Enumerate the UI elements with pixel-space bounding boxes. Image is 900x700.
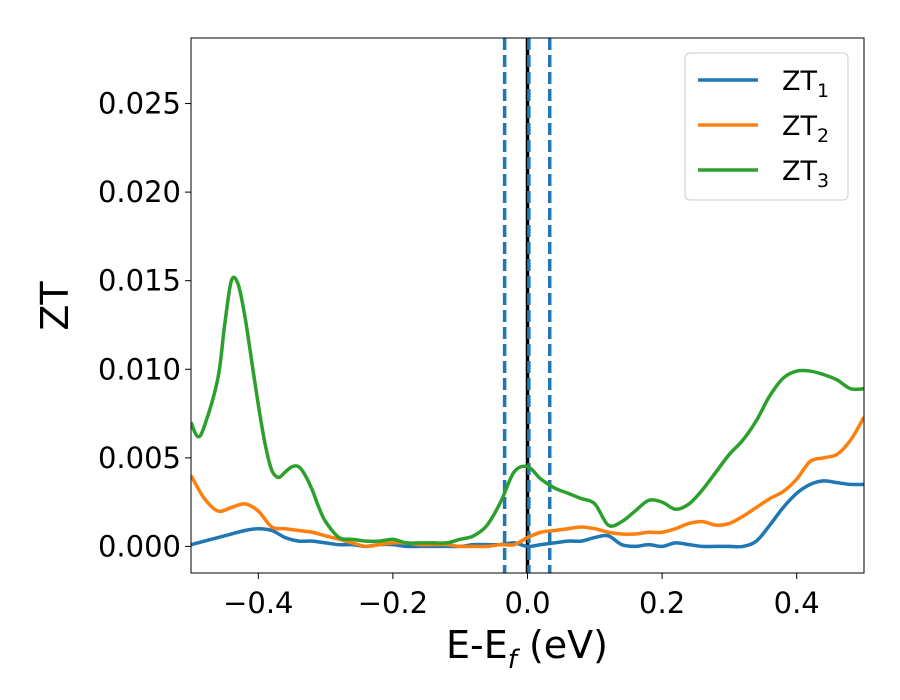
x-tick-label: 0.4 bbox=[774, 586, 820, 620]
legend-label-1: ZT1 bbox=[782, 66, 829, 102]
y-tick-label: 0.010 bbox=[98, 352, 181, 386]
x-tick-label: −0.2 bbox=[358, 586, 428, 620]
y-tick-label: 0.000 bbox=[98, 529, 181, 563]
legend-box bbox=[684, 52, 849, 201]
y-axis-ticks: 0.000 0.005 0.010 0.015 0.020 0.025 bbox=[98, 87, 191, 563]
legend-label-3: ZT3 bbox=[782, 156, 829, 192]
y-axis-title: ZT bbox=[33, 281, 77, 331]
reference-lines bbox=[502, 38, 552, 573]
y-tick-label: 0.025 bbox=[98, 87, 181, 121]
series-lines bbox=[191, 275, 864, 549]
series-line-3 bbox=[191, 275, 864, 545]
x-axis-title: E-Ef (eV) bbox=[446, 623, 608, 675]
legend-label-2: ZT2 bbox=[782, 111, 829, 147]
series-line-1 bbox=[191, 479, 864, 549]
y-tick-label: 0.015 bbox=[98, 264, 181, 298]
x-tick-label: 0.0 bbox=[504, 586, 550, 620]
x-axis-ticks: −0.4 −0.2 0.0 0.2 0.4 bbox=[223, 573, 820, 620]
x-tick-label: −0.4 bbox=[223, 586, 293, 620]
x-tick-label: 0.2 bbox=[639, 586, 685, 620]
series-line-2 bbox=[191, 416, 864, 549]
y-tick-label: 0.020 bbox=[98, 175, 181, 209]
legend: ZT1 ZT2 ZT3 bbox=[684, 52, 849, 201]
y-tick-label: 0.005 bbox=[98, 441, 181, 475]
